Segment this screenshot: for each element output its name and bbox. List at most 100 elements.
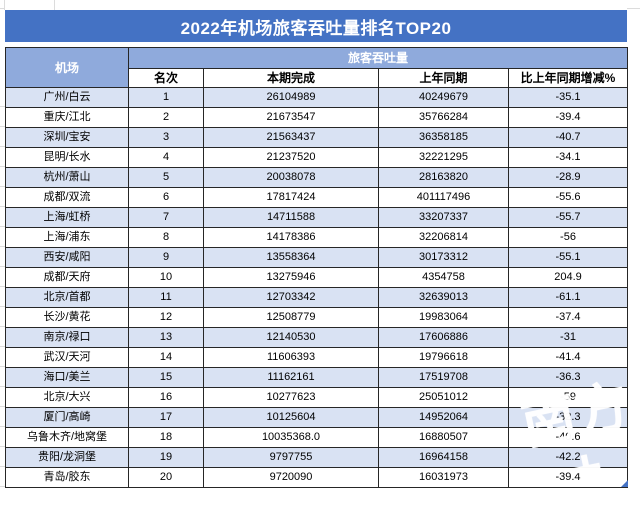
- ranking-table: 机场 旅客吞吐量 名次 本期完成 上年同期 比上年同期增减% 广州/白云 1 2…: [5, 47, 629, 488]
- cell-rank: 13: [128, 327, 204, 348]
- cell-rank: 17: [128, 407, 204, 428]
- cell-airport: 成都/天府: [5, 267, 129, 288]
- header-change-percent: 比上年同期增减%: [507, 68, 629, 88]
- table-row: 广州/白云 1 26104989 40249679 -35.1: [5, 87, 629, 108]
- cell-change-percent: -34.1: [507, 147, 629, 168]
- cell-current-period: 10035368.0: [203, 427, 379, 448]
- cell-airport: 广州/白云: [5, 87, 129, 108]
- cell-airport: 南京/禄口: [5, 327, 129, 348]
- table-title: 2022年机场旅客吞吐量排名TOP20: [5, 10, 627, 42]
- cell-previous-year: 19796618: [378, 347, 509, 368]
- cell-current-period: 13558364: [203, 247, 379, 268]
- cell-airport: 厦门/高崎: [5, 407, 129, 428]
- cell-previous-year: 30173312: [378, 247, 509, 268]
- table-row: 长沙/黄花 12 12508779 19983064 -37.4: [5, 307, 629, 328]
- cell-current-period: 11606393: [203, 347, 379, 368]
- cell-airport: 重庆/江北: [5, 107, 129, 128]
- cell-rank: 8: [128, 227, 204, 248]
- cell-previous-year: 16964158: [378, 447, 509, 468]
- cell-airport: 贵阳/龙洞堡: [5, 447, 129, 468]
- cell-change-percent: -36.3: [507, 367, 629, 388]
- cell-current-period: 12703342: [203, 287, 379, 308]
- cell-change-percent: -59: [507, 387, 629, 408]
- table-row: 昆明/长水 4 21237520 32221295 -34.1: [5, 147, 629, 168]
- cell-current-period: 21563437: [203, 127, 379, 148]
- cell-change-percent: -40.6: [507, 427, 629, 448]
- cell-change-percent: -41.4: [507, 347, 629, 368]
- margin-gridline: [627, 8, 640, 9]
- table-row: 海口/美兰 15 11162161 17519708 -36.3: [5, 367, 629, 388]
- table-row: 上海/浦东 8 14178386 32206814 -56: [5, 227, 629, 248]
- cell-rank: 6: [128, 187, 204, 208]
- cell-current-period: 13275946: [203, 267, 379, 288]
- margin-row-gridlines: [0, 87, 5, 487]
- cell-previous-year: 401117496: [378, 187, 509, 208]
- cell-change-percent: -31: [507, 327, 629, 348]
- cell-change-percent: -35.1: [507, 87, 629, 108]
- cell-rank: 2: [128, 107, 204, 128]
- cell-previous-year: 35766284: [378, 107, 509, 128]
- cell-current-period: 9720090: [203, 467, 379, 488]
- cell-current-period: 20038078: [203, 167, 379, 188]
- cell-airport: 深圳/宝安: [5, 127, 129, 148]
- cell-current-period: 12508779: [203, 307, 379, 328]
- table-row: 南京/禄口 13 12140530 17606886 -31: [5, 327, 629, 348]
- cell-current-period: 10277623: [203, 387, 379, 408]
- table-row: 厦门/高崎 17 10125604 14952064 -32.3: [5, 407, 629, 428]
- table-row: 上海/虹桥 7 14711588 33207337 -55.7: [5, 207, 629, 228]
- cell-rank: 9: [128, 247, 204, 268]
- cell-previous-year: 16880507: [378, 427, 509, 448]
- cell-current-period: 14711588: [203, 207, 379, 228]
- header-airport: 机场: [5, 47, 129, 88]
- cell-rank: 15: [128, 367, 204, 388]
- cell-previous-year: 16031973: [378, 467, 509, 488]
- cell-airport: 西安/咸阳: [5, 247, 129, 268]
- cell-airport: 乌鲁木齐/地窝堡: [5, 427, 129, 448]
- cell-change-percent: -32.3: [507, 407, 629, 428]
- cell-rank: 1: [128, 87, 204, 108]
- cell-rank: 16: [128, 387, 204, 408]
- cell-previous-year: 32221295: [378, 147, 509, 168]
- cell-rank: 12: [128, 307, 204, 328]
- header-passenger-throughput-group: 旅客吞吐量: [127, 47, 629, 69]
- header-row-columns: 名次 本期完成 上年同期 比上年同期增减%: [6, 68, 629, 88]
- cell-rank: 3: [128, 127, 204, 148]
- cell-airport: 北京/首都: [5, 287, 129, 308]
- cell-change-percent: 204.9: [507, 267, 629, 288]
- cell-airport: 杭州/萧山: [5, 167, 129, 188]
- cell-previous-year: 28163820: [378, 167, 509, 188]
- header-rank: 名次: [128, 68, 204, 88]
- cell-current-period: 9797755: [203, 447, 379, 468]
- cell-current-period: 26104989: [203, 87, 379, 108]
- header-current-period: 本期完成: [203, 68, 379, 88]
- cell-previous-year: 4354758: [378, 267, 509, 288]
- margin-gridline: [54, 0, 55, 10]
- table-row: 北京/大兴 16 10277623 25051012 -59: [5, 387, 629, 408]
- table-row: 西安/咸阳 9 13558364 30173312 -55.1: [5, 247, 629, 268]
- cell-airport: 昆明/长水: [5, 147, 129, 168]
- cell-previous-year: 19983064: [378, 307, 509, 328]
- table-row: 乌鲁木齐/地窝堡 18 10035368.0 16880507 -40.6: [5, 427, 629, 448]
- cell-change-percent: -37.4: [507, 307, 629, 328]
- table-row: 青岛/胶东 20 9720090 16031973 -39.4: [5, 467, 629, 488]
- cell-change-percent: -28.9: [507, 167, 629, 188]
- cell-change-percent: -56: [507, 227, 629, 248]
- cell-change-percent: -39.4: [507, 107, 629, 128]
- cell-change-percent: -42.2: [507, 447, 629, 468]
- cell-previous-year: 32639013: [378, 287, 509, 308]
- cell-rank: 4: [128, 147, 204, 168]
- cell-previous-year: 14952064: [378, 407, 509, 428]
- cell-previous-year: 17519708: [378, 367, 509, 388]
- cell-rank: 7: [128, 207, 204, 228]
- cell-current-period: 12140530: [203, 327, 379, 348]
- cell-previous-year: 36358185: [378, 127, 509, 148]
- header-previous-year: 上年同期: [378, 68, 509, 88]
- cell-change-percent: -55.6: [507, 187, 629, 208]
- cell-rank: 19: [128, 447, 204, 468]
- margin-gridline: [0, 8, 5, 9]
- cell-rank: 5: [128, 167, 204, 188]
- cell-change-percent: -55.1: [507, 247, 629, 268]
- table-row: 杭州/萧山 5 20038078 28163820 -28.9: [5, 167, 629, 188]
- cell-previous-year: 40249679: [378, 87, 509, 108]
- cell-current-period: 21237520: [203, 147, 379, 168]
